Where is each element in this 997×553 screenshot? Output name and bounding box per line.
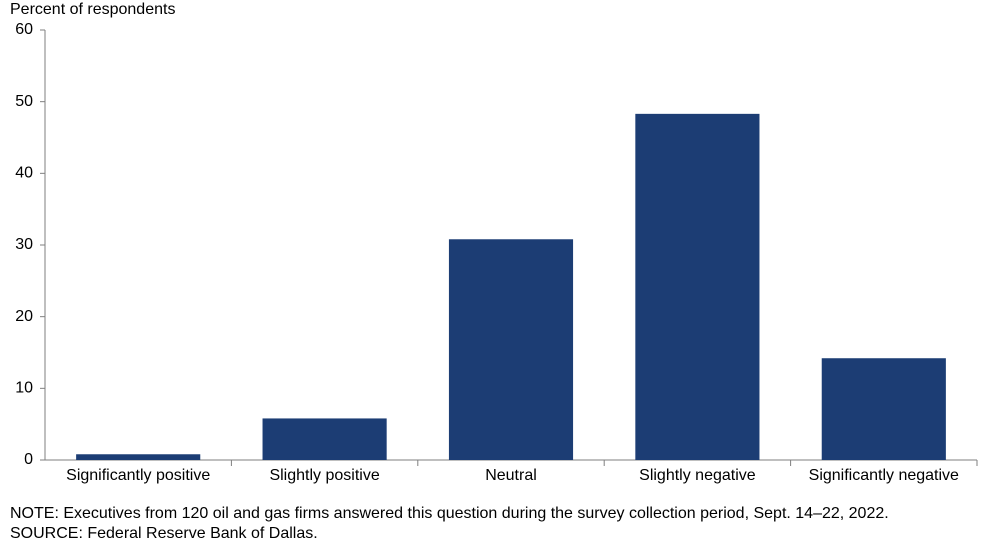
bar <box>821 358 946 460</box>
x-tick-label: Slightly positive <box>269 467 379 484</box>
y-tick-label: 50 <box>15 93 33 110</box>
note: NOTE: Executives from 120 oil and gas fi… <box>10 505 889 522</box>
bar <box>76 454 201 460</box>
bar <box>262 418 387 460</box>
y-tick-label: 60 <box>15 21 33 38</box>
y-tick-label: 30 <box>15 236 33 253</box>
bar <box>635 113 760 460</box>
y-tick-label: 10 <box>15 380 33 397</box>
source: SOURCE: Federal Reserve Bank of Dallas. <box>10 525 318 542</box>
y-tick-label: 20 <box>15 308 33 325</box>
y-tick-label: 0 <box>24 451 33 468</box>
bar <box>448 239 574 460</box>
x-tick-label: Significantly positive <box>66 467 210 484</box>
y-axis-label: Percent of respondents <box>10 1 175 18</box>
x-tick-label: Neutral <box>485 467 537 484</box>
x-tick-label: Significantly negative <box>809 467 959 484</box>
x-tick-label: Slightly negative <box>639 467 756 484</box>
y-tick-label: 40 <box>15 165 33 182</box>
